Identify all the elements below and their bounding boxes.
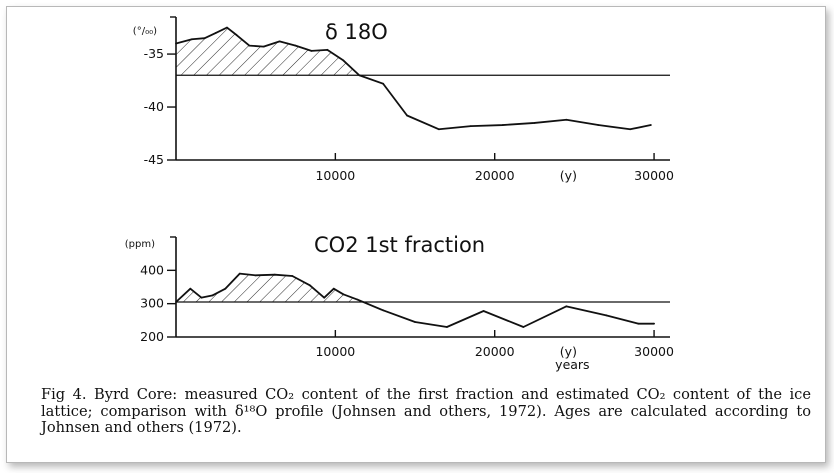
co2-x-unit-label: (y)	[560, 344, 577, 359]
co2-data-point	[382, 309, 385, 312]
co2-chart: 200 300 400 10000 20000 30000 (y)years (ppm) CO2…	[125, 233, 674, 372]
co2-data-point	[291, 275, 294, 277]
co2-x-unit-sublabel: years	[555, 357, 589, 372]
figure-caption: Fig 4. Byrd Core: measured CO₂ content o…	[41, 386, 811, 436]
co2-data-point	[342, 293, 345, 296]
d18o-x-tick-label: 30000	[634, 168, 674, 183]
d18o-data-point	[326, 48, 329, 51]
d18o-data-point	[406, 114, 408, 117]
figure-frame: -35 -40 -45 10000 20000 30000 (y) (°/₀₀) δ 18O 2…	[6, 6, 826, 463]
d18o-data-point	[629, 128, 632, 131]
d18o-data-point	[597, 124, 600, 126]
co2-data-point	[273, 273, 276, 276]
co2-x-tick-label: 10000	[315, 344, 355, 359]
co2-chart-title: CO2 1st fraction	[314, 233, 485, 257]
d18o-data-point	[248, 44, 251, 47]
d18o-y-tick-label: -35	[144, 46, 164, 61]
co2-hatched-area	[176, 273, 364, 302]
co2-data-point	[482, 310, 485, 312]
co2-data-point	[189, 287, 192, 290]
d18o-data-point	[358, 74, 361, 77]
co2-data-point	[356, 298, 359, 301]
d18o-data-point	[649, 124, 652, 126]
d18o-data-point	[501, 124, 504, 126]
co2-y-unit-label: (ppm)	[125, 239, 155, 250]
d18o-data-point	[342, 59, 345, 62]
d18o-y-tick-label: -40	[144, 99, 164, 114]
d18o-x-unit-label: (y)	[560, 168, 577, 183]
co2-data-point	[637, 322, 640, 325]
co2-data-point	[565, 305, 568, 308]
co2-data-point	[414, 321, 416, 323]
d18o-data-point	[533, 122, 536, 124]
co2-data-point	[522, 326, 525, 328]
delta18o-chart: -35 -40 -45 10000 20000 30000 (y) (°/₀₀) δ 18O	[133, 16, 674, 183]
d18o-data-point	[438, 128, 440, 131]
co2-y-tick-label: 300	[140, 296, 164, 311]
co2-data-point	[200, 296, 203, 299]
d18o-y-unit-label: (°/₀₀)	[133, 26, 157, 37]
figure-svg: -35 -40 -45 10000 20000 30000 (y) (°/₀₀) δ 18O 2…	[125, 16, 674, 372]
co2-data-point	[211, 294, 214, 297]
co2-x-tick-label: 20000	[475, 344, 515, 359]
d18o-data-point	[469, 125, 472, 128]
d18o-data-point	[235, 34, 238, 36]
d18o-data-point	[382, 82, 385, 85]
d18o-data-point	[262, 45, 265, 48]
co2-data-point	[175, 301, 177, 303]
co2-data-point	[224, 287, 227, 290]
d18o-y-tick-label: -45	[144, 152, 164, 167]
co2-x-tick-label: 30000	[634, 344, 674, 359]
co2-data-point	[254, 274, 257, 277]
co2-data-point	[332, 287, 335, 290]
d18o-hatched-area	[176, 27, 360, 76]
co2-data-point	[446, 326, 448, 328]
d18o-data-point	[175, 42, 177, 45]
co2-data-point	[653, 322, 655, 325]
d18o-data-point	[278, 40, 281, 43]
d18o-chart-title: δ 18O	[325, 20, 388, 44]
co2-data-point	[238, 272, 241, 275]
d18o-data-point	[294, 44, 297, 47]
d18o-data-point	[191, 38, 193, 41]
d18o-x-tick-label: 20000	[475, 168, 515, 183]
d18o-data-point	[214, 31, 217, 34]
co2-data-point	[605, 314, 608, 317]
d18o-data-point	[203, 37, 206, 40]
d18o-data-point	[226, 26, 228, 29]
co2-data-point	[323, 296, 326, 299]
d18o-data-point	[565, 118, 568, 121]
d18o-x-tick-label: 10000	[315, 168, 355, 183]
d18o-data-point	[310, 49, 313, 52]
d18o-series-line	[175, 26, 652, 131]
co2-data-point	[308, 284, 311, 287]
co2-y-tick-label: 400	[140, 262, 164, 277]
co2-y-tick-label: 200	[140, 329, 164, 344]
